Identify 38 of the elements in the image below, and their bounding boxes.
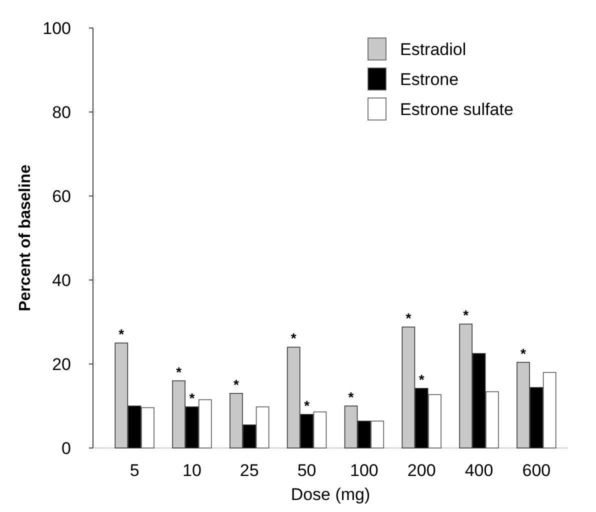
bar <box>486 391 499 448</box>
x-tick-label: 5 <box>130 461 140 480</box>
y-tick-label: 60 <box>52 186 71 206</box>
data-label: * <box>233 376 240 392</box>
y-tick-label: 100 <box>42 18 71 38</box>
legend-label: Estrone sulfate <box>400 100 514 119</box>
y-tick-label: 0 <box>62 438 71 458</box>
bar <box>313 411 327 448</box>
x-tick-label: 400 <box>464 461 494 480</box>
x-tick-label: 50 <box>297 461 316 480</box>
data-label: * <box>406 310 412 326</box>
legend-label: Estradiol <box>400 40 466 59</box>
y-tick-label: 80 <box>52 102 71 122</box>
data-label: * <box>463 307 470 324</box>
x-axis-title: Dose (mg) <box>290 485 370 504</box>
y-tick-label: 20 <box>52 354 71 374</box>
bar <box>141 407 154 448</box>
data-label: * <box>348 389 354 405</box>
x-tick-label: 10 <box>182 461 202 480</box>
bar <box>428 394 442 448</box>
legend-label: Estrone <box>400 70 459 89</box>
data-label: * <box>189 390 196 406</box>
x-tick-label: 25 <box>240 461 259 480</box>
data-label: * <box>304 397 310 414</box>
data-label: * <box>290 330 297 346</box>
bar <box>542 372 556 448</box>
x-tick-label: 100 <box>350 461 378 480</box>
y-tick-label: 40 <box>52 270 71 290</box>
x-tick-label: 200 <box>407 461 436 480</box>
data-label: * <box>418 371 425 388</box>
data-label: * <box>176 364 182 380</box>
bar <box>256 406 270 448</box>
bar <box>198 399 212 448</box>
data-label: * <box>520 345 527 362</box>
y-axis-title: Percent of baseline <box>17 164 34 312</box>
bar <box>370 420 384 448</box>
x-tick-label: 600 <box>522 461 551 480</box>
data-label: * <box>118 326 125 342</box>
